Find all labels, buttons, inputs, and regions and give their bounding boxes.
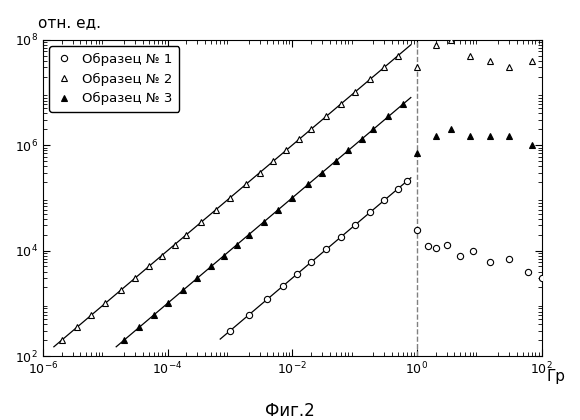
Legend: Образец № 1, Образец № 2, Образец № 3: Образец № 1, Образец № 2, Образец № 3 [49,46,179,112]
Образец № 1 [293,271,300,276]
Образец № 3 [358,136,365,142]
Text: отн. ед.: отн. ед. [38,15,101,30]
Образец № 3 [332,158,339,163]
Line: Образец № 3: Образец № 3 [121,101,535,343]
Образец № 2 [528,58,535,63]
Образец № 2 [381,65,388,70]
Образец № 3 [194,276,201,281]
Образец № 3 [414,151,420,156]
Образец № 3 [528,143,535,148]
Образец № 3 [447,127,454,132]
Образец № 2 [212,207,219,212]
Образец № 2 [270,158,277,163]
Образец № 3 [432,134,439,139]
Образец № 1 [470,248,477,253]
Образец № 2 [198,219,205,224]
Образец № 2 [505,65,512,70]
Образец № 3 [208,264,215,269]
Образец № 3 [304,182,311,187]
Образец № 1 [487,260,494,265]
Образец № 2 [432,42,439,47]
Образец № 1 [279,284,286,289]
Образец № 3 [245,232,252,237]
Образец № 2 [307,127,314,132]
Образец № 1 [381,198,388,203]
Образец № 2 [322,114,329,119]
Образец № 3 [121,338,128,343]
Line: Образец № 2: Образец № 2 [59,37,535,343]
Образец № 1 [337,235,344,240]
Образец № 2 [73,325,80,330]
Образец № 2 [58,338,65,343]
Образец № 2 [447,37,454,42]
Образец № 2 [158,253,165,258]
Образец № 3 [136,325,143,330]
Образец № 2 [394,53,401,58]
Образец № 2 [242,182,249,187]
Образец № 2 [226,195,233,200]
Образец № 1 [425,244,432,249]
Образец № 3 [505,134,512,139]
Образец № 3 [150,312,157,318]
Образец № 2 [296,136,303,142]
Образец № 2 [256,170,263,175]
Образец № 2 [487,58,494,63]
Образец № 1 [245,312,252,318]
Образец № 1 [367,210,374,215]
Text: Фиг.2: Фиг.2 [265,402,315,420]
Образец № 1 [505,256,512,261]
Образец № 1 [443,242,450,247]
Образец № 1 [307,260,314,265]
Text: Гр: Гр [546,369,566,384]
Образец № 1 [524,269,531,274]
Образец № 1 [404,178,411,184]
Образец № 2 [171,242,178,247]
Образец № 2 [337,102,344,107]
Образец № 3 [275,207,282,212]
Образец № 1 [322,247,329,252]
Образец № 1 [414,227,420,232]
Образец № 2 [102,301,108,306]
Образец № 2 [351,90,358,95]
Образец № 3 [260,219,267,224]
Образец № 3 [487,134,494,139]
Образец № 2 [88,312,95,318]
Образец № 2 [367,76,374,81]
Образец № 1 [226,328,233,333]
Образец № 3 [345,148,352,153]
Образец № 3 [466,134,473,139]
Образец № 3 [180,287,187,292]
Образец № 2 [146,264,153,269]
Образец № 1 [457,253,464,258]
Образец № 3 [385,114,392,119]
Образец № 2 [414,65,420,70]
Образец № 1 [394,186,401,191]
Образец № 3 [370,127,377,132]
Образец № 3 [220,253,227,258]
Образец № 1 [432,246,439,251]
Образец № 1 [264,297,271,302]
Line: Образец № 1: Образец № 1 [227,178,545,334]
Образец № 3 [318,170,325,175]
Образец № 2 [183,232,190,237]
Образец № 2 [118,287,125,292]
Образец № 3 [234,242,241,247]
Образец № 2 [466,53,473,58]
Образец № 3 [164,301,171,306]
Образец № 3 [400,102,407,107]
Образец № 2 [132,276,139,281]
Образец № 1 [538,276,545,281]
Образец № 3 [289,195,296,200]
Образец № 2 [282,148,289,153]
Образец № 1 [351,223,358,228]
